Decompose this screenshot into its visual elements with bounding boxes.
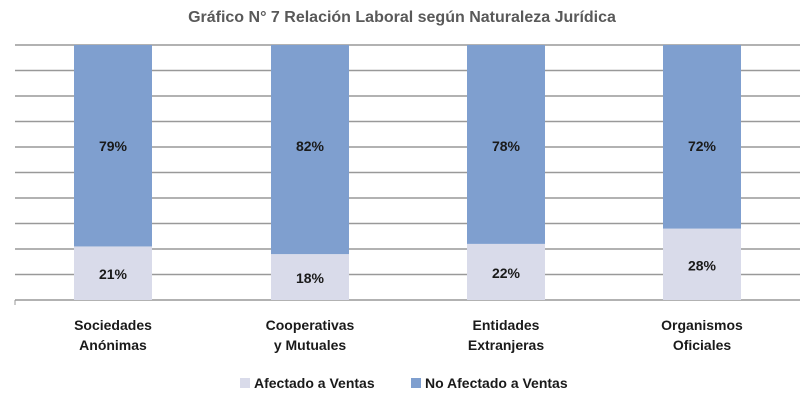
legend-label: Afectado a Ventas	[254, 375, 375, 391]
legend-swatch	[411, 378, 421, 388]
x-tick-label: Cooperativas	[266, 317, 355, 333]
data-label: 79%	[99, 138, 128, 154]
x-tick-label: Entidades	[473, 317, 540, 333]
legend-label: No Afectado a Ventas	[425, 375, 568, 391]
x-tick-label: y Mutuales	[274, 337, 347, 353]
x-tick-label: Sociedades	[74, 317, 152, 333]
chart-title: Gráfico N° 7 Relación Laboral según Natu…	[188, 9, 616, 26]
bar-afectado	[663, 228, 741, 300]
bar-afectado	[74, 246, 152, 300]
legend-swatch	[240, 378, 250, 388]
bar-no-afectado	[663, 45, 741, 229]
x-tick-label: Anónimas	[79, 337, 147, 353]
data-label: 78%	[492, 138, 521, 154]
data-label: 21%	[99, 266, 128, 282]
x-tick-label: Extranjeras	[468, 337, 544, 353]
bar-afectado	[467, 243, 545, 300]
data-label: 72%	[688, 138, 717, 154]
x-tick-label: Organismos	[661, 317, 743, 333]
bar-no-afectado	[467, 45, 545, 244]
x-tick-label: Oficiales	[673, 337, 732, 353]
data-label: 28%	[688, 257, 717, 273]
bar-no-afectado	[271, 45, 349, 255]
data-label: 18%	[296, 270, 325, 286]
data-label: 22%	[492, 265, 521, 281]
bar-afectado	[271, 254, 349, 300]
bar-no-afectado	[74, 45, 152, 247]
data-label: 82%	[296, 138, 325, 154]
